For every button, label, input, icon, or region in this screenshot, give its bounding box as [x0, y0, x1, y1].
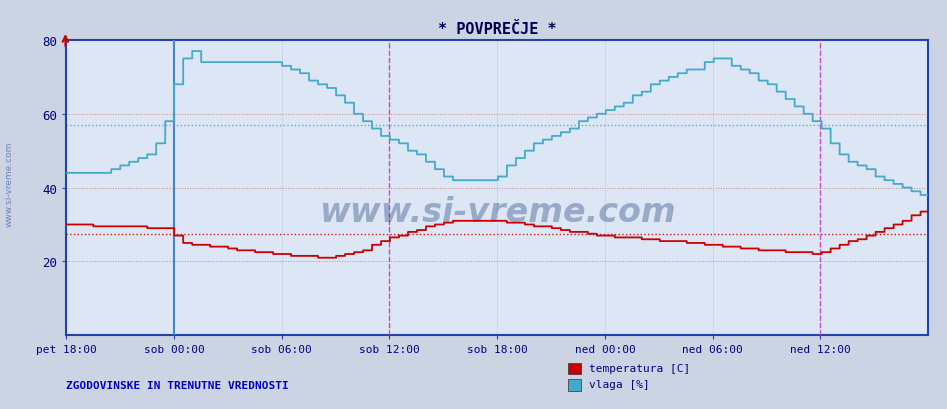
Text: ZGODOVINSKE IN TRENUTNE VREDNOSTI: ZGODOVINSKE IN TRENUTNE VREDNOSTI	[66, 380, 289, 391]
Text: www.si-vreme.com: www.si-vreme.com	[319, 195, 675, 228]
Text: vlaga [%]: vlaga [%]	[589, 379, 650, 389]
Title: * POVPREČJE *: * POVPREČJE *	[438, 22, 557, 37]
Text: www.si-vreme.com: www.si-vreme.com	[5, 142, 14, 227]
Text: temperatura [C]: temperatura [C]	[589, 363, 690, 373]
